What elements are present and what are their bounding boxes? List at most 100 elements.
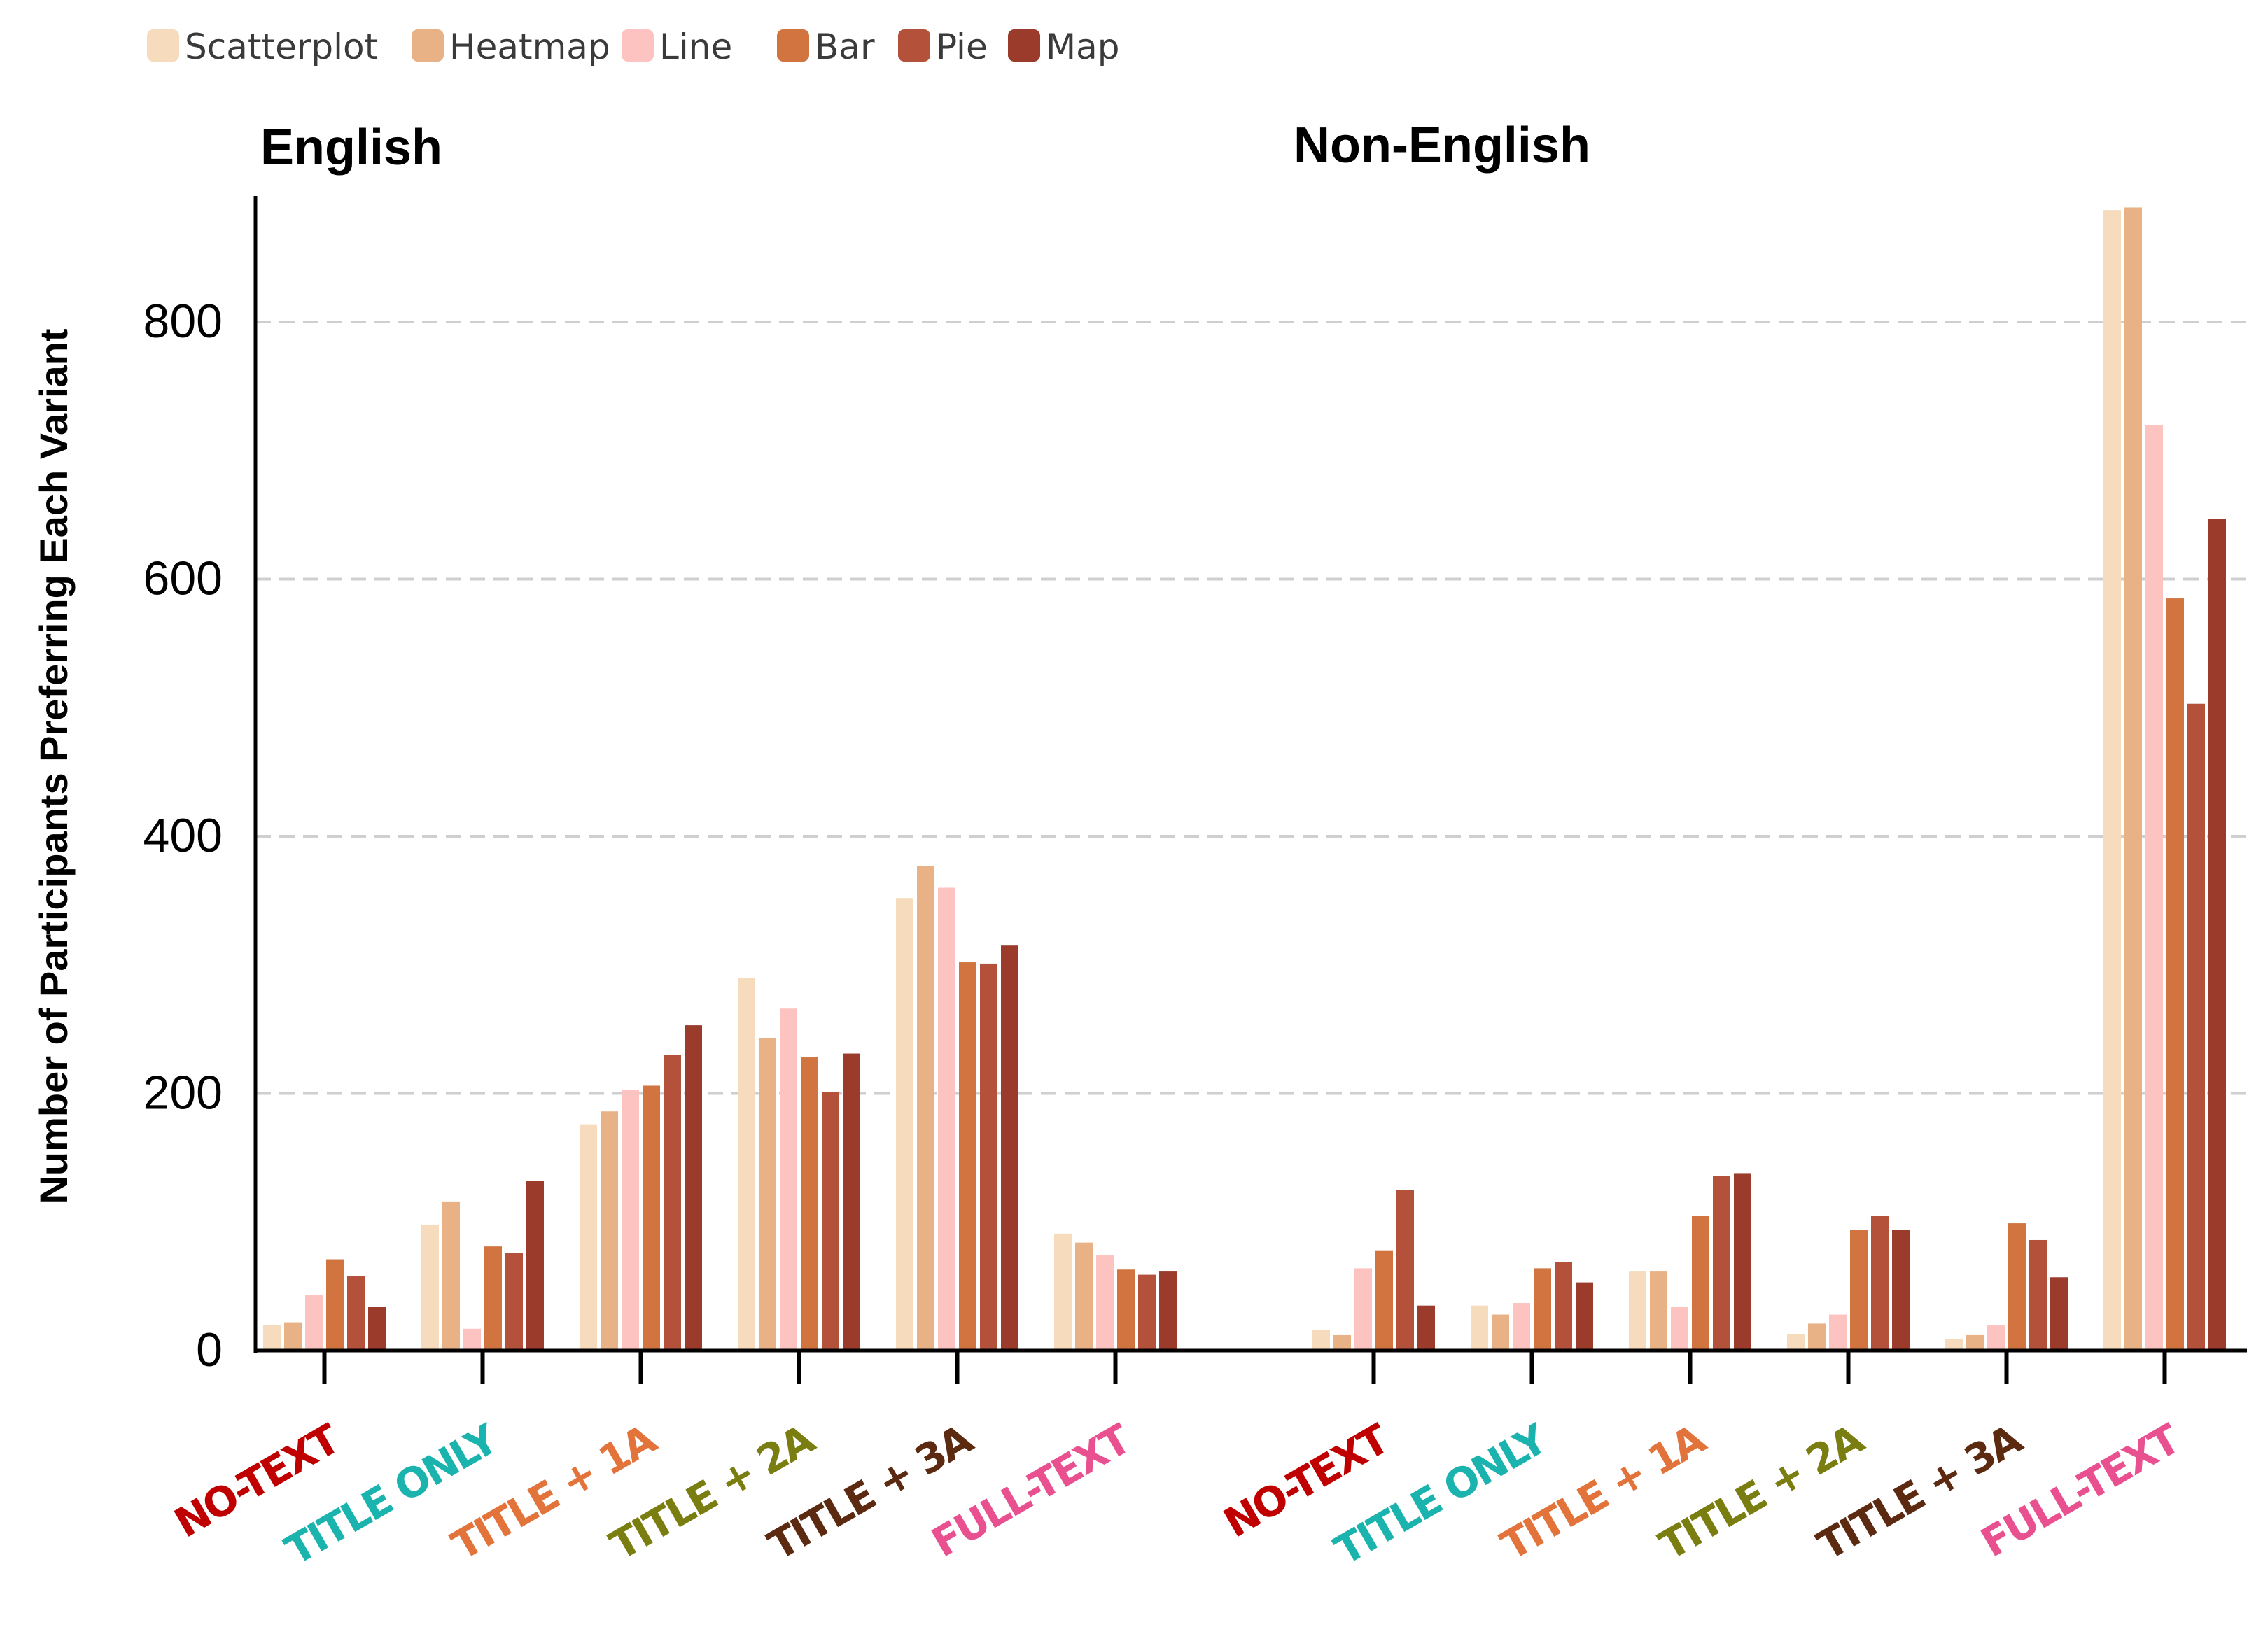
- legend-item-scatterplot: Scatterplot: [147, 27, 378, 67]
- bar-scatterplot: [263, 1325, 281, 1351]
- bar-bar: [1117, 1269, 1135, 1351]
- legend: Scatterplot Heatmap Line Bar Pie Map: [147, 27, 1120, 67]
- legend-item-heatmap: Heatmap: [412, 27, 610, 67]
- y-axis-label: Number of Participants Preferring Each V…: [31, 328, 76, 1204]
- bar-pie: [1871, 1216, 1889, 1351]
- bar-heatmap: [1334, 1334, 1351, 1351]
- legend-label: Scatterplot: [185, 27, 378, 67]
- bar-heatmap: [2124, 207, 2142, 1351]
- bar-line: [463, 1328, 481, 1351]
- legend-swatch: [777, 29, 809, 62]
- bar-map: [1418, 1305, 1435, 1351]
- bar-line: [1513, 1303, 1530, 1351]
- bar-group-non-english-3: [1787, 1216, 1910, 1351]
- bar-pie: [347, 1276, 365, 1351]
- bar-line: [1829, 1314, 1847, 1351]
- bar-group-non-english-1: [1471, 1262, 1593, 1351]
- bar-pie: [1555, 1262, 1572, 1351]
- bar-map: [526, 1181, 544, 1351]
- bar-bar: [2008, 1223, 2026, 1351]
- bar-line: [1096, 1255, 1114, 1351]
- bar-scatterplot: [2104, 210, 2121, 1351]
- bar-bar: [959, 962, 976, 1351]
- bar-map: [1576, 1282, 1593, 1351]
- bar-map: [1159, 1271, 1177, 1351]
- bar-scatterplot: [1054, 1233, 1072, 1351]
- bar-group-non-english-0: [1312, 1190, 1435, 1351]
- bar-map: [368, 1307, 386, 1351]
- legend-swatch: [622, 29, 654, 62]
- legend-item-line: Line: [622, 27, 732, 67]
- legend-label: Bar: [815, 27, 875, 67]
- bar-pie: [505, 1253, 523, 1351]
- bar-group-english-0: [263, 1259, 386, 1351]
- y-tick-label-400: 400: [144, 809, 223, 862]
- legend-label: Line: [659, 27, 732, 67]
- bar-map: [843, 1053, 860, 1351]
- y-tick-label-0: 0: [196, 1323, 223, 1376]
- bar-bar: [643, 1085, 660, 1351]
- bar-pie: [1138, 1274, 1156, 1351]
- gridlines: [255, 321, 2247, 1095]
- bar-group-english-2: [580, 1025, 702, 1351]
- bar-scatterplot: [1629, 1271, 1646, 1351]
- bar-scatterplot: [738, 978, 755, 1351]
- legend-swatch: [147, 29, 179, 62]
- bar-map: [2208, 519, 2226, 1351]
- bar-scatterplot: [1312, 1330, 1330, 1351]
- bar-pie: [664, 1055, 681, 1351]
- bar-heatmap: [759, 1038, 776, 1351]
- bar-bar: [484, 1246, 502, 1351]
- bar-group-non-english-4: [1945, 1223, 2068, 1351]
- panel-title-non-english: Non-English: [1294, 118, 1590, 174]
- bar-heatmap: [917, 866, 934, 1351]
- bar-bar: [1376, 1250, 1393, 1351]
- bar-heatmap: [284, 1322, 302, 1351]
- bar-map: [1734, 1173, 1751, 1351]
- bar-pie: [1396, 1190, 1414, 1351]
- bar-heatmap: [1650, 1271, 1667, 1351]
- bar-bar: [1850, 1230, 1868, 1351]
- bar-line: [1987, 1325, 2005, 1351]
- bar-group-english-1: [421, 1181, 544, 1351]
- bar-pie: [2029, 1239, 2047, 1351]
- legend-label: Pie: [936, 27, 988, 67]
- bar-group-english-5: [1054, 1233, 1177, 1351]
- bar-line: [938, 887, 955, 1351]
- bars: [263, 207, 2226, 1351]
- bar-group-non-english-2: [1629, 1173, 1751, 1351]
- y-tick-label-600: 600: [144, 552, 223, 605]
- bar-scatterplot: [1787, 1334, 1805, 1351]
- bar-bar: [326, 1259, 344, 1351]
- legend-swatch: [412, 29, 444, 62]
- bar-heatmap: [601, 1111, 618, 1351]
- legend-item-pie: Pie: [898, 27, 988, 67]
- bar-pie: [2188, 703, 2205, 1351]
- bar-map: [685, 1025, 702, 1351]
- bar-heatmap: [1075, 1242, 1093, 1351]
- bar-line: [305, 1295, 323, 1351]
- bar-pie: [1713, 1176, 1730, 1351]
- bar-map: [1892, 1230, 1910, 1351]
- axes: [253, 196, 2247, 1384]
- bar-group-english-4: [896, 866, 1018, 1351]
- bar-line: [780, 1008, 797, 1351]
- bar-scatterplot: [1471, 1305, 1488, 1351]
- y-tick-labels: 0 200 400 600 800: [144, 295, 223, 1376]
- bar-bar: [1692, 1216, 1709, 1351]
- legend-label: Heatmap: [449, 27, 610, 67]
- bar-line: [2146, 425, 2163, 1351]
- bar-line: [622, 1089, 639, 1351]
- legend-item-map: Map: [1008, 27, 1120, 67]
- bar-line: [1671, 1307, 1688, 1351]
- bar-heatmap: [442, 1201, 460, 1351]
- bar-group-english-3: [738, 978, 860, 1351]
- bar-scatterplot: [896, 898, 913, 1351]
- panel-title-english: English: [260, 120, 442, 176]
- bar-scatterplot: [421, 1224, 439, 1351]
- bar-heatmap: [1492, 1314, 1509, 1351]
- bar-heatmap: [1966, 1334, 1984, 1351]
- bar-pie: [980, 963, 997, 1351]
- legend-swatch: [1008, 29, 1040, 62]
